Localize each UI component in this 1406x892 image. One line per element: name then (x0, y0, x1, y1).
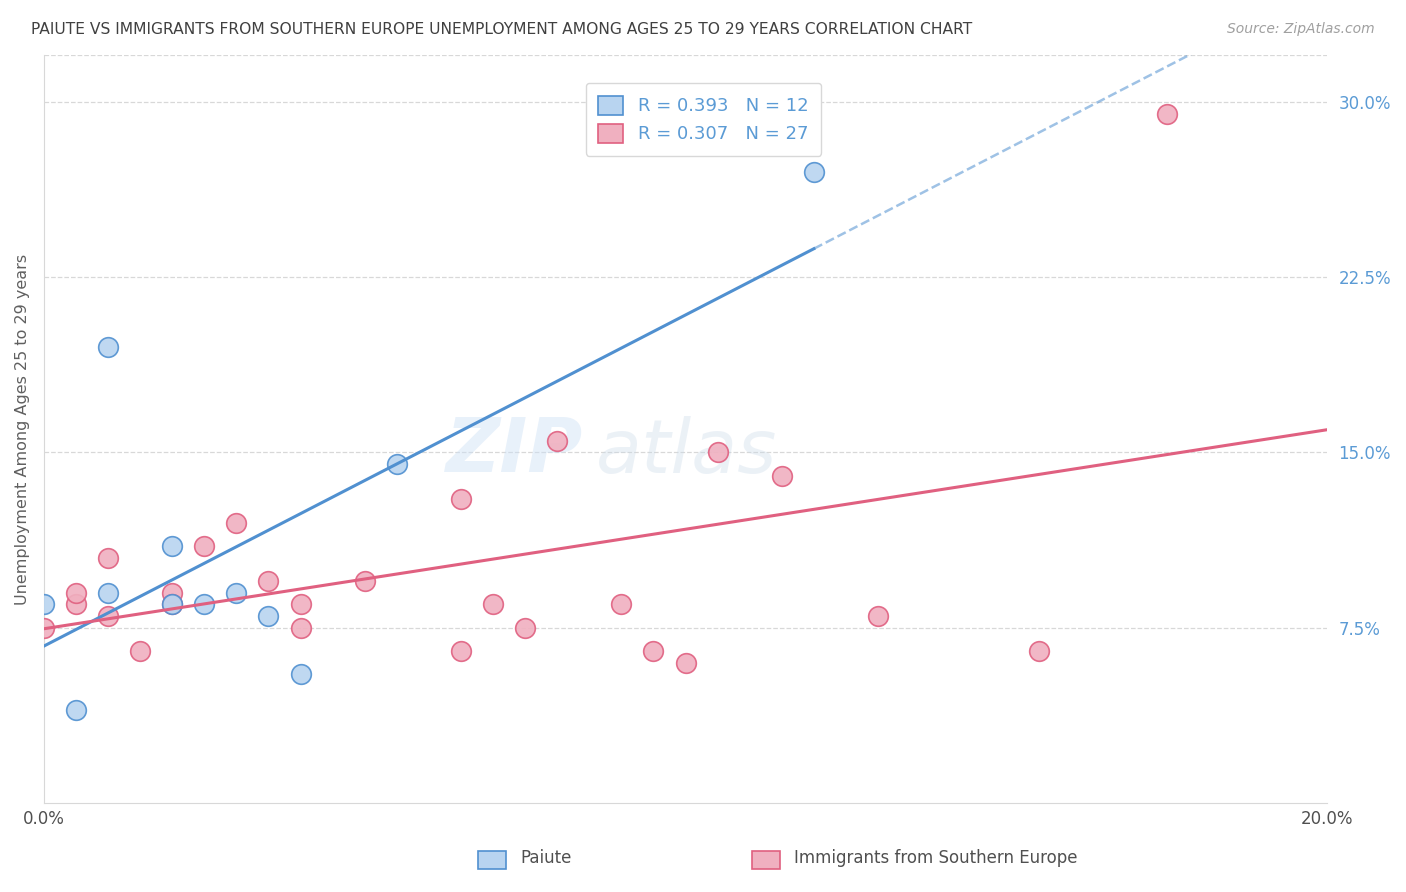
Point (1028, 644, 1050, 658)
Point (643, 644, 665, 658)
Point (450, 644, 472, 658)
Text: ZIP: ZIP (446, 415, 583, 488)
Point (353, 574, 375, 588)
Point (450, 492, 472, 507)
Point (160, 539, 183, 553)
Point (97, 340, 120, 354)
Point (97, 585, 120, 599)
Point (706, 445, 728, 459)
Point (385, 457, 408, 471)
Text: Paiute: Paiute (520, 849, 572, 867)
Point (129, 644, 152, 658)
Text: atlas: atlas (596, 416, 778, 488)
Point (97, 550, 120, 565)
Point (290, 598, 312, 612)
Legend: R = 0.393   N = 12, R = 0.307   N = 27: R = 0.393 N = 12, R = 0.307 N = 27 (585, 83, 821, 156)
Point (225, 516, 247, 530)
Point (515, 621, 537, 635)
Point (290, 621, 312, 635)
Point (675, 656, 697, 670)
Point (868, 609, 890, 624)
Y-axis label: Unemployment Among Ages 25 to 29 years: Unemployment Among Ages 25 to 29 years (15, 253, 30, 605)
Point (65, 585, 87, 599)
Point (160, 585, 183, 599)
Point (160, 598, 183, 612)
Point (290, 667, 312, 681)
Point (97, 609, 120, 624)
Point (160, 598, 183, 612)
Point (546, 434, 568, 448)
Point (65, 598, 87, 612)
Point (482, 598, 505, 612)
Point (803, 165, 825, 179)
Point (1156, 106, 1178, 120)
Point (225, 585, 247, 599)
Point (257, 609, 280, 624)
Text: Source: ZipAtlas.com: Source: ZipAtlas.com (1227, 22, 1375, 37)
Point (257, 574, 280, 588)
Point (65, 702, 87, 716)
Point (610, 598, 633, 612)
Point (193, 598, 215, 612)
Point (32, 598, 55, 612)
Point (32, 621, 55, 635)
Text: Immigrants from Southern Europe: Immigrants from Southern Europe (794, 849, 1078, 867)
Point (193, 539, 215, 553)
Text: PAIUTE VS IMMIGRANTS FROM SOUTHERN EUROPE UNEMPLOYMENT AMONG AGES 25 TO 29 YEARS: PAIUTE VS IMMIGRANTS FROM SOUTHERN EUROP… (31, 22, 972, 37)
Point (770, 468, 793, 483)
